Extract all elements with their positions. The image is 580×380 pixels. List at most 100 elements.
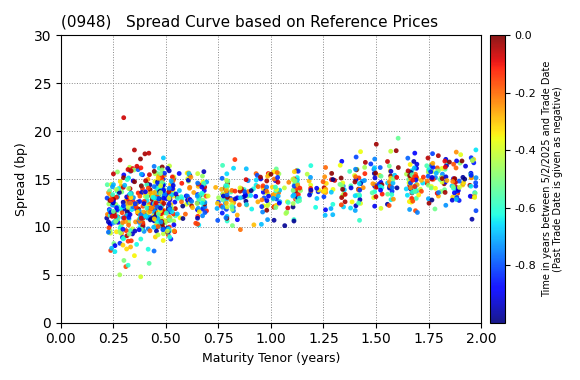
Point bbox=[433, 165, 442, 171]
Point bbox=[410, 184, 419, 190]
Point bbox=[405, 199, 414, 205]
Point bbox=[153, 185, 162, 192]
Point bbox=[257, 204, 266, 210]
Point bbox=[372, 141, 381, 147]
Point bbox=[170, 228, 179, 234]
Point bbox=[103, 211, 112, 217]
Point bbox=[164, 195, 173, 201]
Point bbox=[150, 192, 159, 198]
Point bbox=[193, 193, 202, 199]
Point bbox=[166, 206, 176, 212]
Point bbox=[466, 183, 476, 189]
Point bbox=[163, 165, 172, 171]
Point bbox=[121, 218, 130, 225]
Point bbox=[139, 209, 148, 215]
Point bbox=[154, 207, 164, 214]
Point bbox=[153, 218, 162, 224]
Point bbox=[327, 206, 336, 212]
Point bbox=[369, 166, 379, 173]
Point bbox=[123, 207, 132, 213]
Point bbox=[146, 215, 155, 221]
Point bbox=[467, 175, 476, 181]
Point bbox=[260, 187, 270, 193]
Point bbox=[274, 193, 283, 199]
Point bbox=[292, 196, 302, 202]
Point bbox=[106, 228, 115, 234]
Point bbox=[182, 193, 191, 199]
Point bbox=[213, 217, 222, 223]
Point bbox=[140, 189, 150, 195]
Point bbox=[259, 186, 269, 192]
Point bbox=[291, 178, 300, 184]
Point bbox=[156, 183, 165, 189]
Point bbox=[122, 233, 132, 239]
Point bbox=[160, 218, 169, 224]
Point bbox=[104, 190, 113, 196]
Point bbox=[376, 184, 385, 190]
Point bbox=[146, 217, 155, 223]
Point bbox=[321, 186, 331, 192]
Point bbox=[109, 220, 118, 226]
Point bbox=[358, 185, 368, 191]
Point bbox=[136, 236, 146, 242]
Point bbox=[155, 175, 165, 181]
Point bbox=[449, 176, 458, 182]
Point bbox=[158, 175, 167, 181]
Point bbox=[154, 191, 164, 197]
Point bbox=[327, 177, 336, 183]
Point bbox=[293, 174, 302, 180]
Point bbox=[104, 212, 114, 218]
Point bbox=[141, 189, 150, 195]
Point bbox=[221, 183, 230, 189]
Point bbox=[375, 173, 385, 179]
Point bbox=[155, 188, 164, 194]
Point bbox=[295, 195, 304, 201]
Point bbox=[403, 192, 412, 198]
Point bbox=[386, 148, 396, 154]
Point bbox=[356, 149, 365, 155]
Point bbox=[352, 192, 361, 198]
Point bbox=[151, 223, 161, 229]
Point bbox=[170, 199, 179, 205]
Point bbox=[166, 178, 176, 184]
Point bbox=[164, 204, 173, 210]
Point bbox=[212, 206, 222, 212]
Point bbox=[244, 177, 253, 184]
Point bbox=[414, 192, 423, 198]
Point bbox=[412, 182, 422, 188]
Point bbox=[153, 212, 162, 218]
Point bbox=[150, 216, 159, 222]
Point bbox=[150, 195, 159, 201]
Point bbox=[184, 171, 194, 177]
Point bbox=[189, 190, 198, 196]
Point bbox=[441, 164, 450, 170]
Point bbox=[113, 216, 122, 222]
Point bbox=[372, 184, 382, 190]
Point bbox=[155, 222, 164, 228]
Point bbox=[407, 168, 416, 174]
Point bbox=[145, 189, 154, 195]
Point bbox=[143, 181, 152, 187]
Point bbox=[130, 179, 139, 185]
Point bbox=[269, 217, 278, 223]
Point bbox=[107, 197, 116, 203]
Point bbox=[389, 196, 398, 202]
Point bbox=[153, 194, 162, 200]
Point bbox=[156, 190, 165, 196]
Point bbox=[148, 203, 158, 209]
Point bbox=[312, 195, 321, 201]
Point bbox=[158, 184, 168, 190]
Point bbox=[136, 274, 146, 280]
Point bbox=[467, 157, 477, 163]
Point bbox=[410, 174, 419, 180]
Point bbox=[138, 214, 147, 220]
Point bbox=[404, 180, 414, 186]
Point bbox=[290, 181, 299, 187]
Point bbox=[158, 208, 168, 214]
Point bbox=[386, 175, 396, 181]
Point bbox=[136, 215, 145, 222]
Point bbox=[408, 177, 418, 183]
Point bbox=[472, 147, 481, 153]
Point bbox=[335, 181, 345, 187]
Point bbox=[154, 175, 163, 181]
